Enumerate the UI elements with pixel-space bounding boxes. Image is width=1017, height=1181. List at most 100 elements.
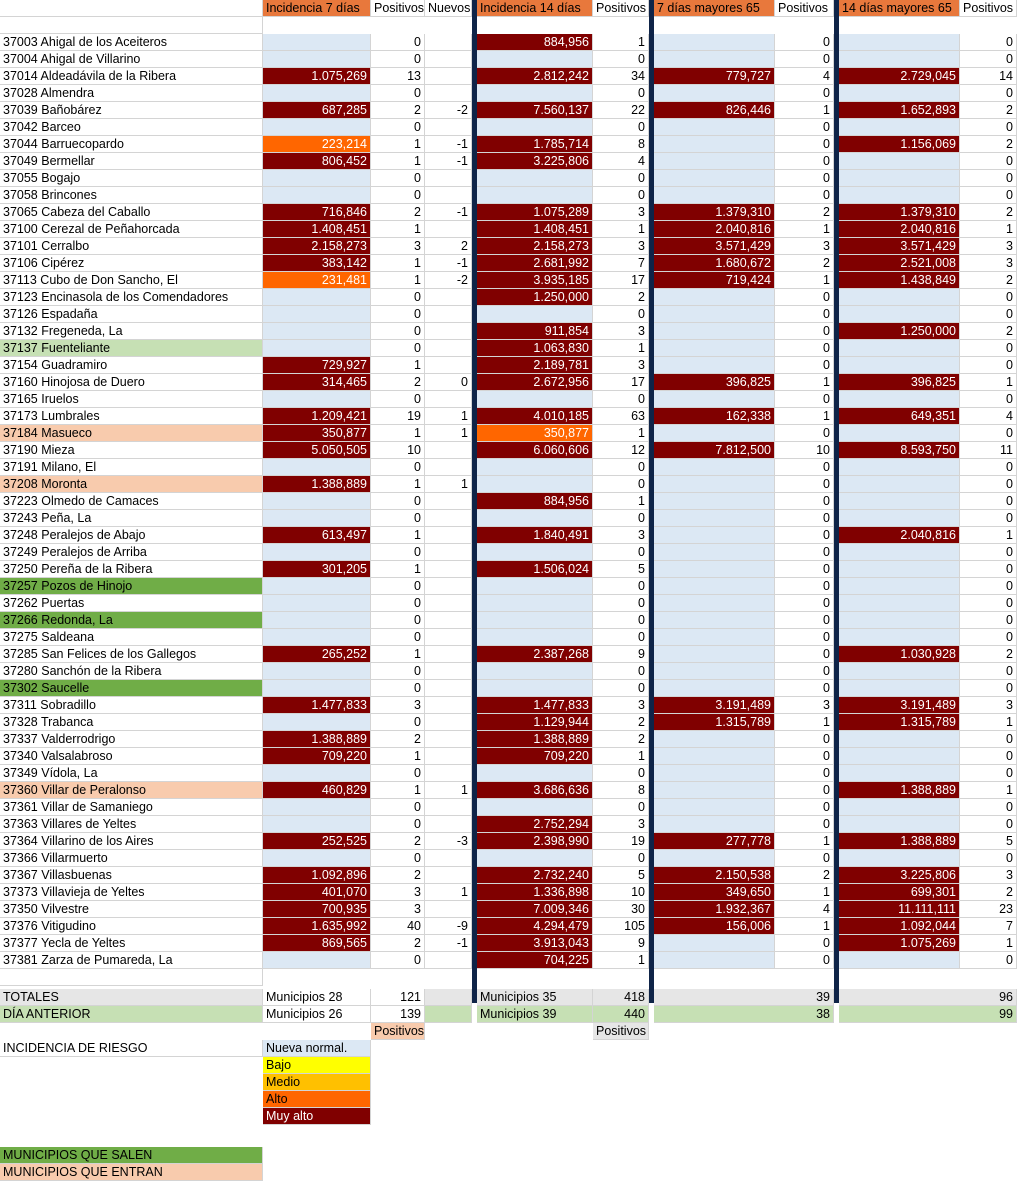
positivos-value: 0 [960,578,1017,595]
column-separator [834,0,839,1003]
positivos-value: 8 [593,136,649,153]
positivos-value: 0 [775,578,834,595]
municipios-count: Municipios 39 [477,1006,593,1023]
incidencia-value [654,952,775,969]
nuevos-value: 0 [425,374,472,391]
incidencia-value: 869,565 [263,935,371,952]
positivos-value: 3 [593,323,649,340]
positivos-value: 3 [593,238,649,255]
positivos-value: 1 [960,221,1017,238]
positivos-value: 1 [593,748,649,765]
incidencia-value [654,595,775,612]
municipio-name: 37208 Moronta [0,476,263,493]
positivos-value: 0 [960,170,1017,187]
incidencia-value [263,799,371,816]
incidencia-value: 8.593,750 [839,442,960,459]
municipio-name: 37311 Sobradillo [0,697,263,714]
incidencia-value [477,85,593,102]
incidencia-value: 265,252 [263,646,371,663]
incidencia-value: 3.225,806 [477,153,593,170]
incidencia-value: 1.477,833 [477,697,593,714]
incidencia-value: 1.315,789 [654,714,775,731]
positivos-value: 1 [371,255,425,272]
positivos-value: 0 [960,289,1017,306]
nuevos-value [425,731,472,748]
positivos-value: 22 [593,102,649,119]
positivos-value: 0 [960,612,1017,629]
municipio-name: 37367 Villasbuenas [0,867,263,884]
municipio-name: 37154 Guadramiro [0,357,263,374]
incidencia-value [654,629,775,646]
positivos-value: 3 [593,697,649,714]
incidencia-value: 1.438,849 [839,272,960,289]
nuevos-value [425,816,472,833]
positivos-value: 10 [775,442,834,459]
nuevos-value: -1 [425,153,472,170]
nuevos-value: -1 [425,255,472,272]
positivos-value: 0 [775,561,834,578]
positivos-value: 3 [593,357,649,374]
incidencia-value [839,765,960,782]
incidencia-value [839,561,960,578]
positivos-value: 0 [960,799,1017,816]
incidencia-value [839,731,960,748]
positivos-value: 40 [371,918,425,935]
incidencia-value [654,476,775,493]
nuevos-value [425,187,472,204]
municipio-name: 37055 Bogajo [0,170,263,187]
positivos-value: 0 [593,187,649,204]
positivos-value: 0 [775,459,834,476]
positivos-value: 9 [593,935,649,952]
positivos-value: 0 [371,663,425,680]
incidencia-value [654,510,775,527]
positivos-value: 2 [960,646,1017,663]
incidencia-value [839,306,960,323]
positivos-value: 0 [775,765,834,782]
positivos-value: 0 [960,595,1017,612]
incidencia-value: 162,338 [654,408,775,425]
positivos-value: 0 [960,731,1017,748]
positivos-value: 4 [775,68,834,85]
incidencia-value [839,748,960,765]
positivos-value: 0 [960,51,1017,68]
incidencia-value [263,323,371,340]
incidencia-value [477,612,593,629]
incidencia-value: 1.408,451 [477,221,593,238]
municipio-name: 37049 Bermellar [0,153,263,170]
positivos-value: 9 [593,646,649,663]
incidencia-value [839,85,960,102]
incidencia-value [654,748,775,765]
nuevos-value [425,357,472,374]
positivos-value: 0 [371,391,425,408]
positivos-value: 0 [775,340,834,357]
positivos-value: 1 [775,833,834,850]
incidencia-value [839,493,960,510]
incidencia-value: 1.379,310 [839,204,960,221]
incidencia-value: 2.158,273 [263,238,371,255]
nuevos-value: 1 [425,425,472,442]
positivos-value: 3 [960,867,1017,884]
incidencia-value [263,544,371,561]
blank [0,17,263,34]
municipio-name: 37377 Yecla de Yeltes [0,935,263,952]
incidencia-value: 1.075,269 [839,935,960,952]
positivos-value: 0 [371,629,425,646]
municipio-name: 37100 Cerezal de Peñahorcada [0,221,263,238]
positivos-value: 0 [371,816,425,833]
incidencia-value: 6.060,606 [477,442,593,459]
nuevos-value [425,850,472,867]
incidencia-value [477,476,593,493]
incidencia-value: 2.681,992 [477,255,593,272]
incidencia-value [477,187,593,204]
incidencia-value: 1.408,451 [263,221,371,238]
positivos-value: 0 [775,289,834,306]
positivos-value: 19 [593,833,649,850]
positivos-value: 2 [593,714,649,731]
positivos-value: 3 [371,884,425,901]
header-positivos-7-65: Positivos [775,0,834,17]
positivos-value: 0 [371,680,425,697]
incidencia-value: 11.111,111 [839,901,960,918]
incidencia-value [839,357,960,374]
positivos-value: 0 [775,816,834,833]
positivos-value: 0 [960,816,1017,833]
